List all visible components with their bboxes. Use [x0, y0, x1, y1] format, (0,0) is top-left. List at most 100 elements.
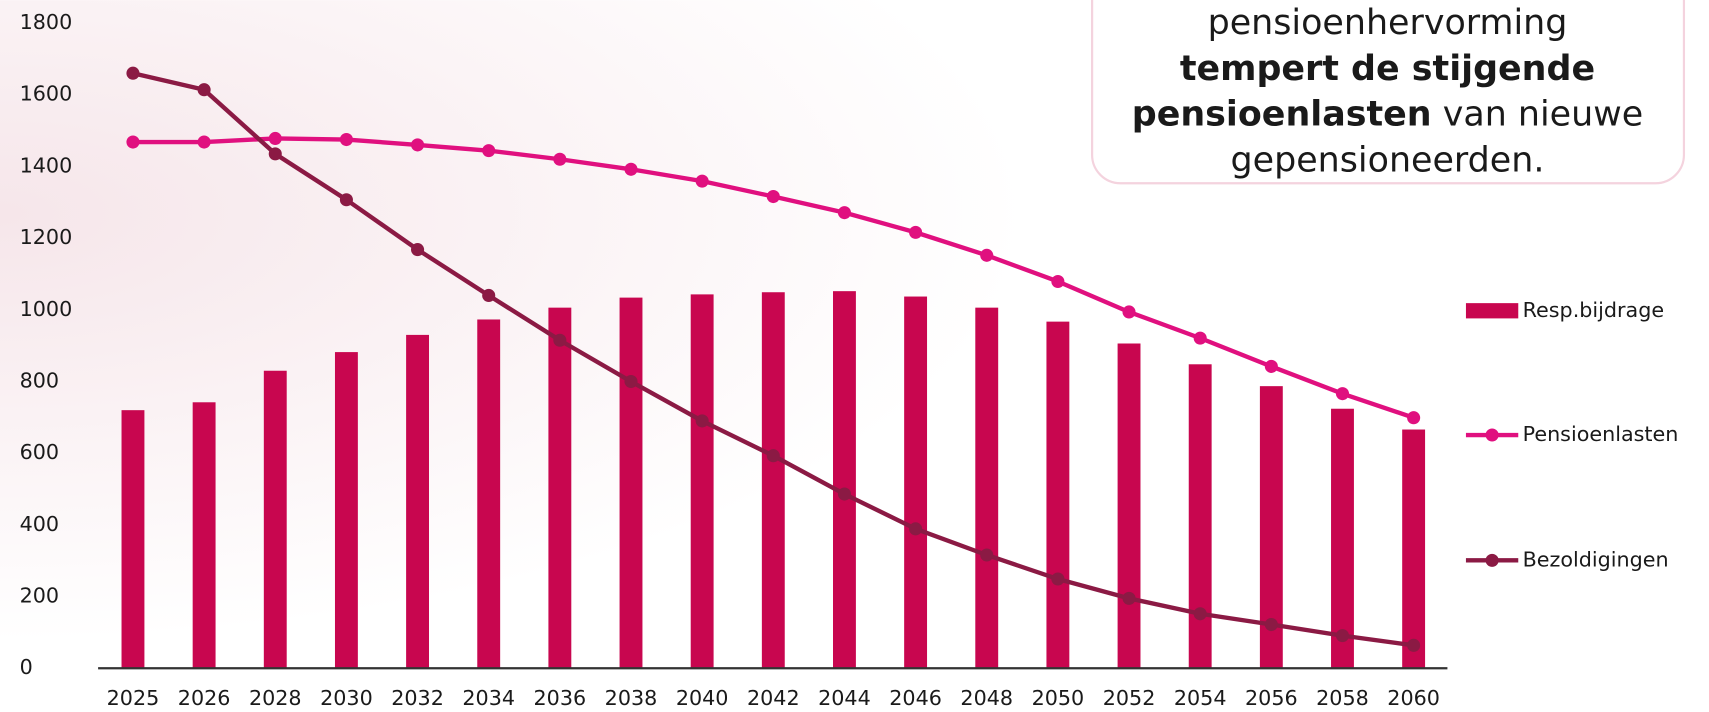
- bar: [1402, 429, 1426, 669]
- marker: [837, 487, 851, 501]
- x-tick-label: 2048: [960, 686, 1013, 710]
- marker: [268, 131, 282, 145]
- bar: [904, 296, 928, 669]
- bar: [548, 307, 572, 669]
- x-tick-label: 2028: [249, 686, 302, 710]
- bar: [690, 294, 714, 669]
- bar: [406, 334, 430, 669]
- legend-label: Pensioenlasten: [1523, 422, 1679, 446]
- annotation-box: [1091, 0, 1686, 185]
- legend-label: Resp.bijdrage: [1523, 298, 1664, 322]
- y-tick-label: 400: [20, 512, 60, 536]
- y-tick-label: 1400: [20, 153, 73, 177]
- x-tick-label: 2038: [605, 686, 658, 710]
- marker: [126, 66, 140, 80]
- marker: [1407, 638, 1421, 652]
- x-tick-label: 2034: [462, 686, 515, 710]
- x-tick-label: 2030: [320, 686, 373, 710]
- marker: [339, 132, 353, 147]
- annotation-text: van nieuwe: [1443, 95, 1643, 135]
- y-tick-label: 1800: [20, 10, 73, 34]
- marker: [1335, 629, 1350, 643]
- x-tick-label: 2046: [889, 686, 942, 710]
- bar: [1046, 321, 1070, 669]
- marker: [197, 135, 211, 149]
- x-tick-label: 2058: [1316, 686, 1369, 710]
- y-tick-label: 1000: [20, 297, 73, 321]
- y-tick-label: 800: [20, 368, 60, 392]
- marker: [695, 174, 709, 188]
- x-tick-label: 2040: [676, 686, 729, 710]
- marker: [980, 248, 994, 262]
- marker: [980, 548, 994, 562]
- marker: [624, 162, 638, 176]
- annotation-text: tempert de stijgende: [1180, 49, 1595, 89]
- y-tick-label: 200: [20, 584, 60, 608]
- annotation-text: pensioenhervorming: [1208, 3, 1568, 43]
- legend-swatch: [1485, 428, 1499, 442]
- x-tick-label: 2052: [1103, 686, 1156, 710]
- bar: [477, 319, 501, 669]
- y-tick-label: 600: [20, 440, 60, 464]
- x-tick-label: 2026: [178, 686, 231, 710]
- x-tick-label: 2050: [1032, 686, 1085, 710]
- x-tick-label: 2042: [747, 686, 800, 710]
- marker: [1051, 572, 1065, 586]
- marker: [411, 243, 425, 257]
- bar: [121, 410, 145, 669]
- marker: [695, 414, 709, 428]
- x-tick-label: 2025: [107, 686, 160, 710]
- bar: [619, 297, 643, 669]
- marker: [553, 333, 567, 347]
- marker: [1264, 617, 1278, 632]
- marker: [1264, 359, 1278, 373]
- bar: [1188, 364, 1212, 669]
- bar: [833, 291, 856, 669]
- marker: [1335, 387, 1350, 401]
- marker: [126, 135, 140, 149]
- marker: [1122, 305, 1136, 319]
- legend-label: Bezoldigingen: [1523, 547, 1669, 571]
- bar: [1259, 386, 1283, 669]
- bar: [975, 307, 999, 669]
- marker: [197, 83, 211, 97]
- marker: [482, 144, 496, 158]
- marker: [1193, 607, 1207, 621]
- marker: [1122, 591, 1136, 605]
- annotation-text: pensioenlasten: [1132, 95, 1432, 135]
- y-tick-label: 0: [20, 655, 33, 679]
- x-tick-label: 2036: [534, 686, 587, 710]
- annotation-text: pensioenlasten van nieuwe: [1132, 95, 1643, 135]
- marker: [837, 206, 851, 220]
- bar: [192, 402, 216, 669]
- marker: [411, 138, 425, 152]
- marker: [553, 152, 567, 166]
- x-tick-label: 2054: [1174, 686, 1227, 710]
- marker: [1051, 274, 1065, 289]
- y-tick-label: 1200: [20, 225, 73, 249]
- x-tick-label: 2060: [1387, 686, 1440, 710]
- bar: [1117, 343, 1141, 669]
- x-tick-label: 2056: [1245, 686, 1298, 710]
- marker: [339, 193, 353, 207]
- marker: [268, 147, 282, 161]
- y-tick-label: 1600: [20, 82, 73, 106]
- x-tick-label: 2032: [391, 686, 444, 710]
- bar: [334, 352, 358, 669]
- annotation-text: gepensioneerden.: [1231, 140, 1545, 180]
- bar: [761, 292, 785, 669]
- marker: [909, 225, 923, 239]
- marker: [766, 449, 780, 463]
- marker: [482, 288, 496, 303]
- marker: [1193, 331, 1207, 345]
- bar: [1331, 408, 1354, 669]
- marker: [1407, 411, 1421, 425]
- marker: [766, 189, 780, 204]
- marker: [909, 522, 923, 536]
- bar: [263, 370, 287, 669]
- marker: [624, 374, 638, 389]
- legend-swatch: [1485, 553, 1499, 567]
- x-tick-label: 2044: [818, 686, 871, 710]
